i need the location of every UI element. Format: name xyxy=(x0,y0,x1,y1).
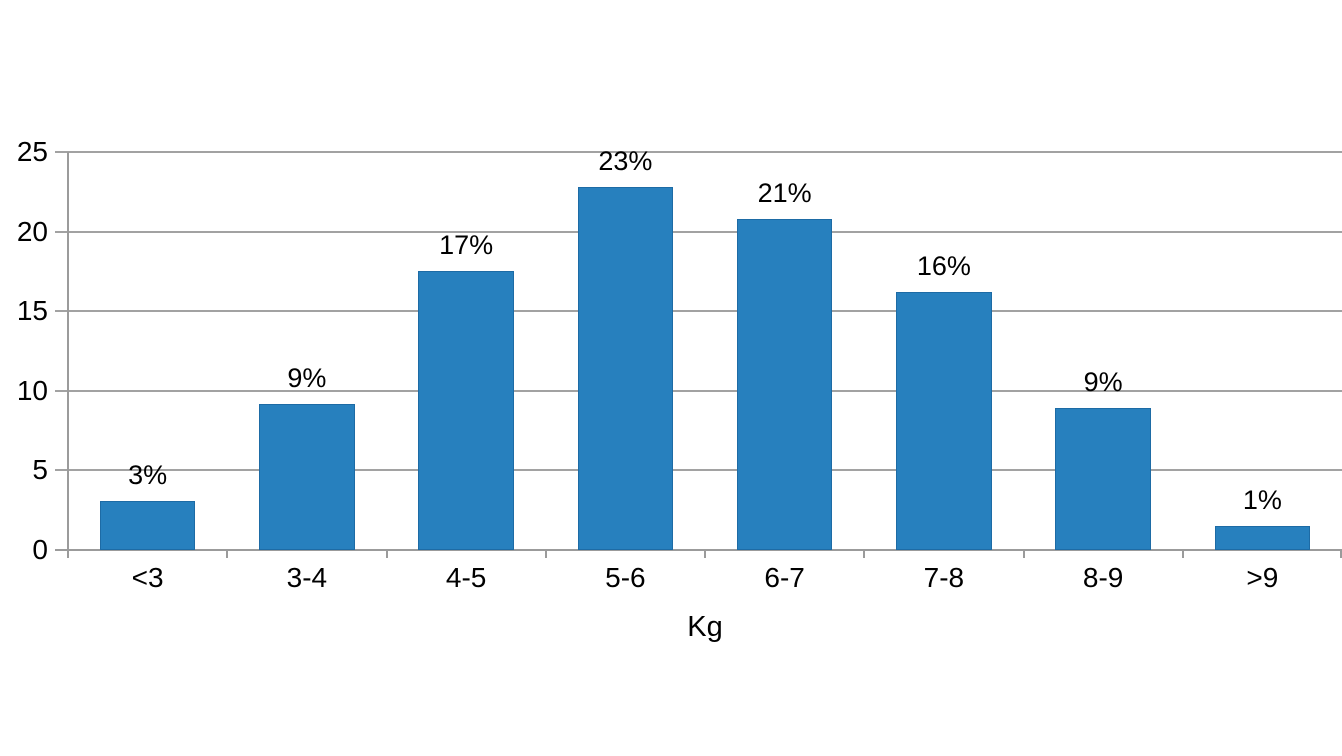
x-tick xyxy=(1181,550,1184,558)
x-tick xyxy=(226,550,229,558)
x-tick-label: 4-5 xyxy=(445,562,487,593)
bar xyxy=(259,403,355,550)
bar-value-label: 1% xyxy=(1242,485,1282,516)
y-tick-label: 25 xyxy=(16,136,48,167)
x-tick xyxy=(1340,550,1342,558)
gridline xyxy=(55,469,1342,472)
y-tick-label: 20 xyxy=(16,215,48,247)
x-tick-label: 6-7 xyxy=(764,562,805,593)
y-tick-label: 5 xyxy=(32,454,48,486)
x-tick xyxy=(67,550,69,558)
y-tick-label: 0 xyxy=(32,534,48,565)
x-tick-label: <3 xyxy=(131,562,164,593)
bar xyxy=(736,218,833,550)
x-tick xyxy=(704,550,706,558)
x-tick-label: 3-4 xyxy=(286,562,328,593)
bar-value-label: 9% xyxy=(287,362,327,393)
y-tick-label: 10 xyxy=(16,374,48,406)
bar-value-label: 17% xyxy=(439,230,494,261)
x-tick-label: 7-8 xyxy=(923,562,965,593)
gridline xyxy=(55,310,1342,313)
bar xyxy=(1214,526,1311,550)
x-tick xyxy=(1022,550,1025,558)
gridline xyxy=(55,230,1342,233)
x-tick xyxy=(385,550,388,558)
x-tick-label: 5-6 xyxy=(605,562,646,593)
x-tick xyxy=(544,550,547,558)
bar xyxy=(577,187,674,550)
gridline xyxy=(55,389,1342,392)
x-axis-line xyxy=(55,549,1342,551)
x-tick-label: >9 xyxy=(1246,562,1279,593)
y-axis-line xyxy=(67,152,69,558)
x-axis-title: Kg xyxy=(687,611,723,643)
gridline xyxy=(55,151,1342,153)
bar xyxy=(418,271,514,550)
bar-value-label: 16% xyxy=(916,251,971,282)
y-tick-label: 15 xyxy=(16,295,48,327)
bar xyxy=(99,500,196,550)
bar-value-label: 21% xyxy=(757,177,812,208)
bar-value-label: 23% xyxy=(598,146,653,177)
bar xyxy=(896,292,992,550)
x-tick xyxy=(863,550,866,558)
x-tick-label: 8-9 xyxy=(1082,562,1124,593)
bar-value-label: 9% xyxy=(1083,367,1123,398)
bar xyxy=(1055,408,1151,550)
bar-value-label: 3% xyxy=(128,459,168,490)
